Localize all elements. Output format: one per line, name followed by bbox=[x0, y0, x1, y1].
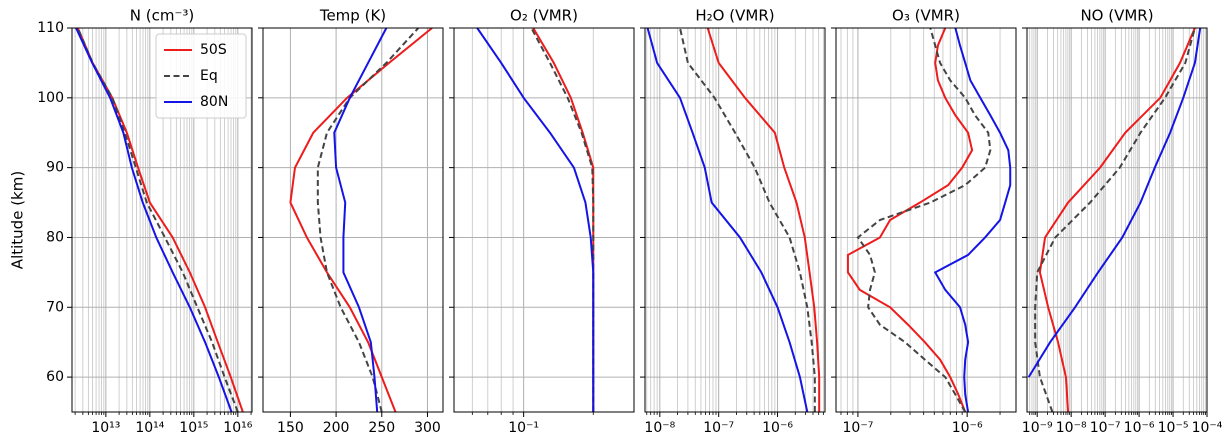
x-tick-label: 10⁻⁵ bbox=[1158, 420, 1189, 436]
x-tick-label: 300 bbox=[414, 420, 441, 436]
panel-title: O₂ (VMR) bbox=[510, 7, 578, 25]
legend-label: 80N bbox=[200, 94, 228, 110]
x-tick-label: 250 bbox=[368, 420, 395, 436]
series-line bbox=[646, 28, 809, 412]
y-tick-label: 60 bbox=[46, 369, 64, 385]
x-tick-label: 10⁻⁶ bbox=[952, 420, 983, 436]
series-line bbox=[75, 28, 233, 412]
panel: 10¹³ 10¹⁴ 10¹⁵ 10¹⁶ 60 70 80 90 100 110 N (cm⁻³) Al… bbox=[9, 7, 253, 437]
series-line bbox=[316, 28, 420, 412]
panel: 10⁻⁸ 10⁻⁷ 10⁻⁶ H₂O (VMR) bbox=[640, 7, 826, 436]
y-tick-label: 100 bbox=[37, 90, 64, 106]
series-line bbox=[76, 28, 239, 412]
legend: 50S Eq 80N bbox=[155, 33, 247, 119]
series-line bbox=[846, 28, 974, 412]
series-line bbox=[1027, 28, 1202, 378]
x-tick-label: 10⁻¹ bbox=[508, 420, 539, 436]
series-line bbox=[856, 28, 992, 412]
x-tick-label: 10⁻⁶ bbox=[762, 420, 793, 436]
x-tick-label: 10⁻⁸ bbox=[1056, 420, 1087, 436]
x-tick-label: 10¹³ bbox=[91, 420, 120, 436]
y-axis-label: Altitude (km) bbox=[9, 171, 27, 269]
panel: 10⁻⁹ 10⁻⁸ 10⁻⁷ 10⁻⁶ 10⁻⁵ 10⁻⁴ NO (VMR) bbox=[1022, 7, 1223, 437]
panel-title: Temp (K) bbox=[319, 7, 386, 25]
x-tick-label: 10⁻⁸ bbox=[644, 420, 675, 436]
x-tick-label: 10⁻⁷ bbox=[703, 420, 734, 436]
x-tick-label: 200 bbox=[323, 420, 350, 436]
x-tick-label: 10¹⁴ bbox=[135, 420, 164, 436]
x-tick-label: 10⁻⁴ bbox=[1192, 420, 1223, 436]
x-tick-label: 10⁻⁷ bbox=[1090, 420, 1121, 436]
series-line bbox=[1038, 28, 1196, 412]
legend-box bbox=[155, 33, 247, 119]
x-tick-label: 150 bbox=[277, 420, 304, 436]
y-tick-label: 90 bbox=[46, 160, 64, 176]
legend-label: Eq bbox=[200, 68, 218, 84]
series-line bbox=[476, 28, 595, 412]
y-tick-label: 80 bbox=[46, 229, 64, 245]
series-line bbox=[532, 28, 595, 412]
x-tick-label: 10¹⁵ bbox=[179, 420, 208, 436]
panel-title: H₂O (VMR) bbox=[695, 7, 774, 25]
panel: 150 200 250 300 Temp (K) bbox=[258, 7, 444, 436]
legend-label: 50S bbox=[200, 42, 227, 58]
panel: 10⁻¹ O₂ (VMR) bbox=[449, 7, 635, 436]
panel: 10⁻⁷ 10⁻⁶ O₃ (VMR) bbox=[831, 7, 1017, 436]
series-line bbox=[289, 28, 433, 412]
plot-frame bbox=[453, 27, 635, 413]
series-line bbox=[706, 28, 821, 412]
plot-frame bbox=[1026, 27, 1208, 413]
series-line bbox=[1034, 28, 1196, 412]
panel-title: N (cm⁻³) bbox=[130, 7, 194, 25]
panel-title: O₃ (VMR) bbox=[892, 7, 960, 25]
plot-frame bbox=[644, 27, 826, 413]
x-tick-label: 10⁻⁶ bbox=[1124, 420, 1155, 436]
y-tick-label: 70 bbox=[46, 299, 64, 315]
y-tick-label: 110 bbox=[37, 20, 64, 36]
series-line bbox=[333, 28, 388, 412]
series-line bbox=[679, 28, 816, 412]
series-line bbox=[933, 28, 1012, 412]
x-tick-label: 10⁻⁹ bbox=[1022, 420, 1053, 436]
plot-frame bbox=[835, 27, 1017, 413]
series-line bbox=[530, 28, 595, 412]
plot-frame bbox=[71, 27, 253, 413]
plot-frame bbox=[262, 27, 444, 413]
panel-title: NO (VMR) bbox=[1080, 7, 1153, 25]
x-tick-label: 10¹⁶ bbox=[223, 420, 252, 436]
x-tick-label: 10⁻⁷ bbox=[843, 420, 874, 436]
